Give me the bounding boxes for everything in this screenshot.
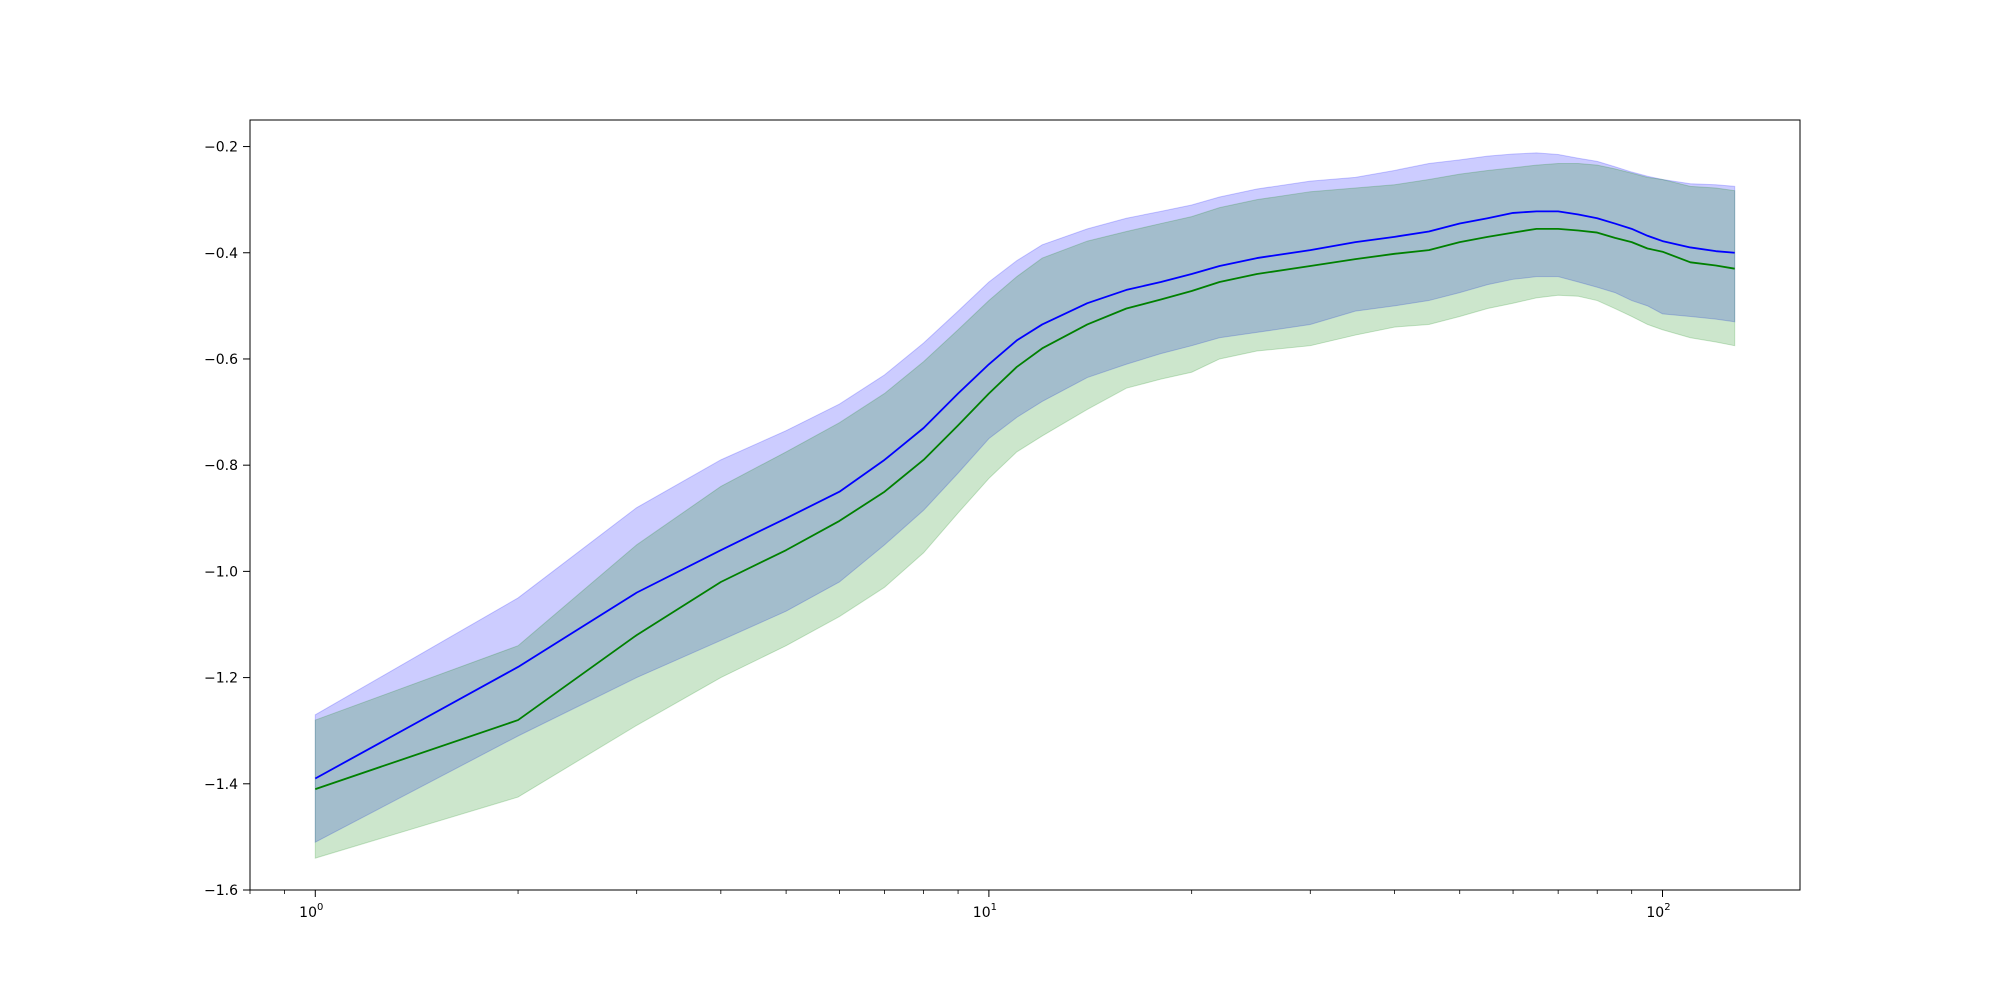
plot-frame: [249, 119, 1801, 891]
y-tick-label: −0.2: [204, 140, 238, 156]
series-1-line: [314, 210, 1735, 780]
x-tick-exponent: 0: [317, 902, 323, 913]
x-tick-exponent: 2: [1664, 902, 1670, 913]
y-axis: −0.2 −0.4 −0.6 −0.8 −1.0 −1.2 −1.4 −1.6: [204, 140, 250, 899]
series-lines: [314, 210, 1735, 790]
y-tick-label: −0.8: [204, 458, 238, 474]
y-tick-label: −1.2: [204, 671, 238, 687]
y-tick-label: −0.6: [204, 352, 238, 368]
y-tick-label: −1.0: [204, 564, 238, 580]
y-tick-label: −1.6: [204, 883, 238, 899]
series-1-band: [314, 152, 1736, 844]
y-tick-label: −1.4: [204, 777, 238, 793]
series-2-line: [314, 227, 1735, 790]
y-tick-label: −0.4: [204, 246, 238, 262]
series-2-band: [314, 163, 1736, 859]
confidence-bands: [314, 152, 1736, 859]
x-tick-exponent: 1: [991, 902, 997, 913]
